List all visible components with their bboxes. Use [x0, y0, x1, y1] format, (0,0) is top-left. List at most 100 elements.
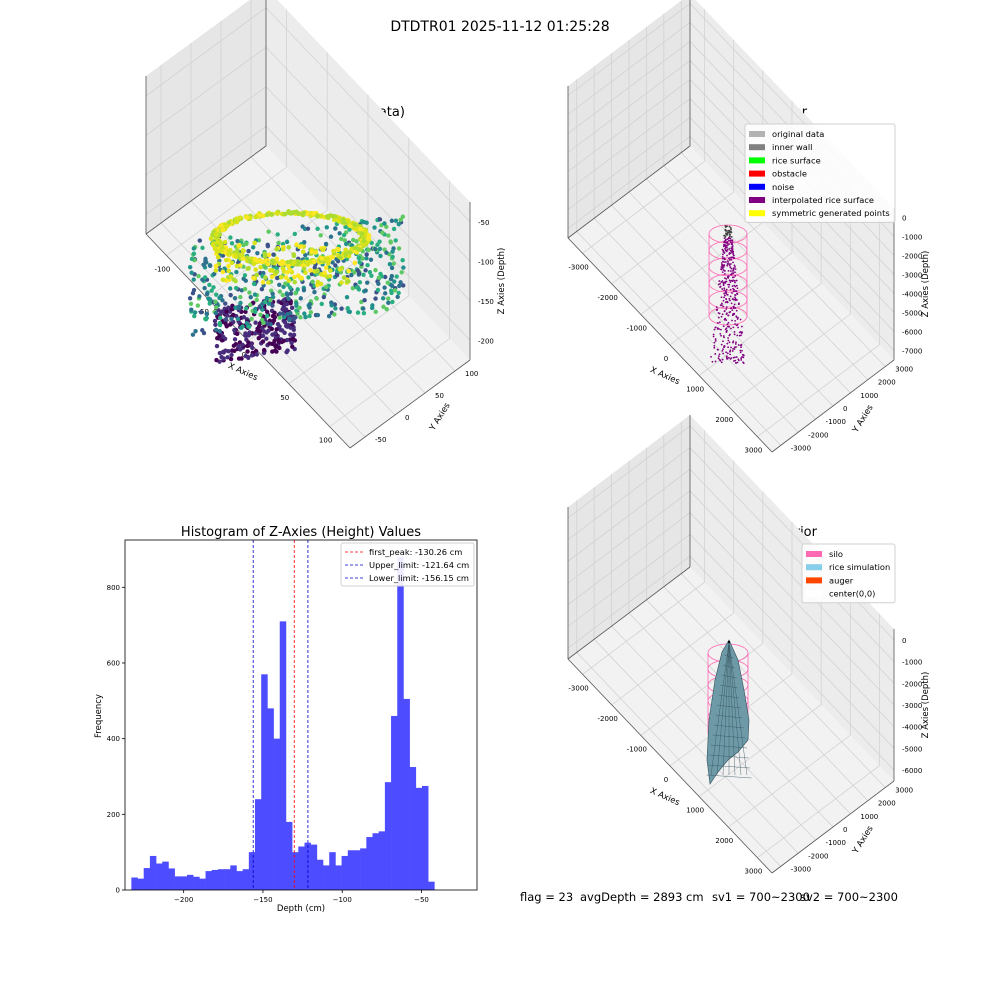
data-point: [732, 360, 735, 362]
data-point: [217, 232, 223, 238]
data-point: [270, 303, 275, 308]
data-point: [730, 273, 732, 276]
data-point: [203, 317, 209, 322]
data-point: [315, 312, 321, 318]
data-point: [318, 233, 323, 238]
data-point: [228, 286, 233, 291]
data-point: [240, 342, 245, 348]
data-point: [333, 226, 338, 231]
data-point: [241, 314, 247, 320]
data-point: [242, 273, 248, 278]
data-point: [280, 292, 286, 298]
histogram-bar: [335, 865, 342, 890]
data-point: [386, 300, 391, 306]
data-point: [339, 306, 344, 311]
data-point: [380, 296, 386, 301]
data-point: [724, 226, 727, 228]
data-point: [733, 356, 736, 359]
data-point: [729, 266, 732, 268]
data-point: [285, 292, 290, 298]
data-point: [728, 236, 730, 239]
data-point: [288, 291, 294, 296]
histogram-bar: [131, 877, 138, 890]
data-point: [717, 348, 719, 351]
data-point: [732, 326, 735, 329]
data-point: [401, 265, 406, 270]
data-point: [400, 214, 406, 219]
data-point: [732, 250, 735, 253]
data-point: [278, 327, 283, 333]
data-point: [735, 341, 737, 344]
data-point: [251, 281, 257, 287]
data-point: [725, 288, 728, 291]
data-point: [727, 337, 729, 339]
data-point: [725, 355, 728, 358]
y-tick-label: 1000: [860, 392, 878, 400]
data-point: [723, 287, 726, 290]
data-point: [343, 241, 349, 247]
histogram-bar: [174, 876, 182, 890]
data-point: [218, 243, 224, 248]
data-point: [213, 310, 219, 316]
data-point: [722, 348, 724, 351]
data-point: [727, 339, 730, 342]
x-tick-label: 3000: [745, 447, 763, 455]
data-point: [213, 232, 219, 237]
data-point: [721, 255, 724, 258]
data-point: [719, 332, 722, 335]
data-point: [712, 333, 715, 336]
data-point: [724, 301, 727, 304]
data-point: [291, 260, 297, 265]
data-point: [732, 270, 734, 272]
data-point: [245, 343, 250, 349]
data-point: [734, 319, 737, 322]
data-point: [720, 343, 723, 346]
x-tick-label: 1000: [686, 807, 704, 815]
data-point: [731, 241, 734, 243]
scatter-points: [187, 209, 406, 364]
histogram-bar: [378, 831, 386, 890]
histogram-bar: [353, 850, 361, 890]
data-point: [232, 337, 238, 342]
data-point: [389, 290, 394, 296]
legend-swatch: [749, 170, 765, 177]
panel-histogram: Histogram of Z-Axies (Height) Values −200…: [94, 525, 478, 914]
data-point: [726, 254, 728, 257]
data-point: [388, 240, 393, 245]
data-point: [259, 286, 265, 292]
data-point: [734, 343, 737, 345]
data-point: [321, 294, 327, 300]
data-point: [266, 321, 271, 326]
legend-label: original data: [772, 129, 824, 139]
data-point: [323, 284, 329, 290]
data-point: [734, 274, 737, 277]
x-tick-label: −100: [333, 896, 352, 904]
data-point: [732, 356, 735, 359]
data-point: [217, 258, 222, 263]
data-point: [269, 274, 275, 280]
data-point: [724, 261, 727, 263]
legend-label: first_peak: -130.26 cm: [369, 547, 462, 557]
data-point: [720, 281, 723, 283]
data-point: [320, 247, 326, 253]
data-point: [736, 334, 739, 337]
data-point: [272, 348, 278, 353]
data-point: [365, 262, 370, 268]
data-point: [723, 318, 726, 321]
data-point: [742, 356, 745, 359]
data-point: [196, 273, 201, 279]
data-point: [281, 284, 286, 290]
data-point: [240, 256, 246, 261]
data-point: [301, 266, 307, 272]
y-tick-label: 50: [435, 392, 444, 400]
data-point: [357, 280, 363, 285]
data-point: [229, 348, 235, 353]
data-point: [726, 248, 729, 251]
data-point: [733, 257, 735, 260]
data-point: [736, 292, 738, 295]
data-point: [287, 285, 293, 290]
data-point: [721, 313, 724, 316]
x-tick-label: −200: [174, 896, 193, 904]
histogram-bar: [236, 871, 243, 890]
data-point: [719, 328, 722, 331]
